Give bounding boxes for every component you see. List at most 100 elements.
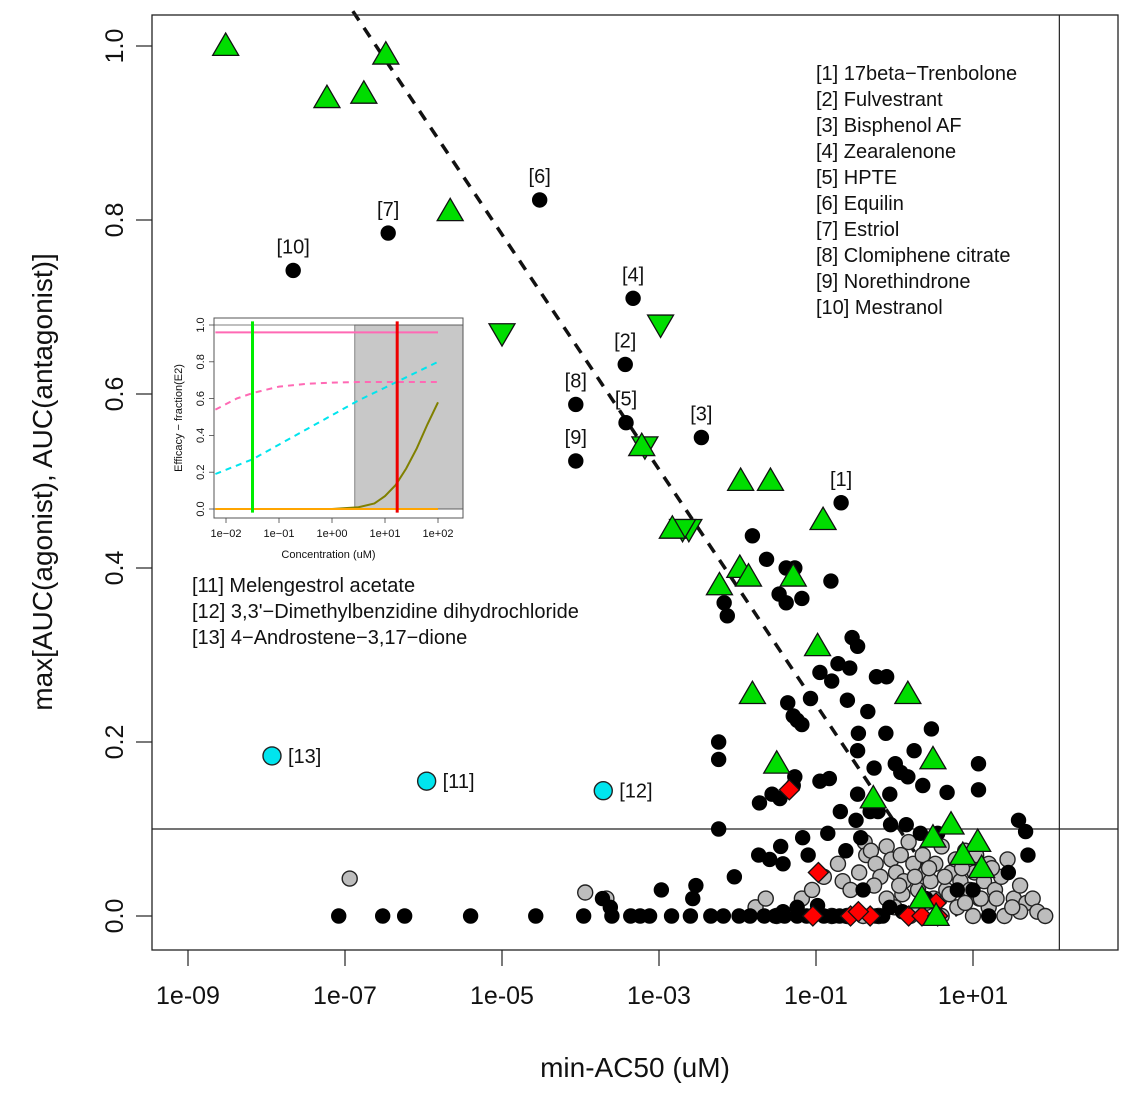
active-point: [775, 903, 791, 920]
reference-agonist-triangle: [907, 884, 937, 909]
labeled-active-point: [380, 225, 396, 241]
point-labels: [1] [2] [3] [4] [5] [6] [7] [8] [9] [10] [13] [11] […: [277, 166, 853, 803]
labeled-active-point: [625, 290, 641, 306]
active-point: [780, 695, 796, 711]
active-point: [775, 856, 791, 872]
reference-antagonist-triangle: [487, 323, 517, 348]
inactive-reference-diamond: [778, 778, 801, 801]
active-point: [965, 882, 981, 898]
legend-entry: [7] Estriol: [816, 219, 899, 241]
active-point: [898, 816, 914, 833]
active-point: [848, 812, 864, 828]
inactive-point: [964, 907, 982, 925]
legend-top-right: [1] 17beta−Trenbolone [2] Fulvestrant [3] …: [816, 63, 1017, 319]
inactive-point: [920, 859, 938, 877]
active-point: [939, 784, 955, 801]
active-point: [794, 716, 810, 733]
inactive-reference-diamond: [807, 861, 830, 884]
inactive-point: [341, 870, 358, 887]
active-point: [528, 908, 544, 924]
active-point: [710, 751, 727, 768]
inset-x-tick-label: 1e+02: [423, 528, 454, 540]
point-label: [6]: [529, 166, 551, 188]
labeled-active-point: [531, 192, 548, 208]
reference-agonist-triangle: [893, 679, 922, 705]
highlighted-point: [416, 771, 437, 791]
active-point: [794, 590, 810, 607]
inactive-point: [956, 894, 974, 912]
point-label: [1]: [830, 469, 852, 491]
active-point: [716, 595, 732, 611]
active-point: [823, 573, 839, 589]
inset-y-axis-title: Efficacy − fraction(E2): [173, 364, 185, 472]
active-point: [981, 908, 997, 924]
reference-agonist-triangle: [738, 679, 767, 705]
active-point: [824, 673, 840, 689]
reference-agonist-triangle: [734, 562, 763, 587]
reference-agonist-triangle: [963, 827, 992, 853]
inset-x-axis-title: Concentration (uM): [281, 549, 375, 561]
reference-agonist-triangle: [211, 31, 240, 57]
active-point: [1017, 823, 1034, 840]
inactive-point: [906, 868, 924, 886]
inactive-point: [892, 846, 909, 864]
active-point: [663, 908, 680, 924]
active-point: [855, 882, 871, 898]
x-axis-title: min-AC50 (uM): [540, 1052, 730, 1083]
active-point: [1010, 812, 1027, 828]
active-point: [853, 830, 869, 846]
active-point: [719, 608, 735, 624]
active-point: [821, 770, 838, 787]
legend-entry: [10] Mestranol: [816, 297, 943, 319]
labeled-active-point: [568, 453, 584, 469]
inset-chart: 1e−02 1e−01 1e+00 1e+01 1e+02 0.0 0.2 0.4 0.6 0.8…: [173, 317, 464, 561]
y-axis-title: max[AUC(agonist), AUC(antagonist)]: [27, 253, 58, 711]
x-tick-label: 1e-01: [784, 982, 848, 1010]
active-point: [970, 756, 987, 772]
axes: 1e-09 1e-07 1e-05 1e-03 1e-01 1e+01 0.0 0.2 0.4 0…: [101, 14, 1119, 1010]
active-point: [866, 760, 882, 776]
reference-agonist-triangle: [967, 853, 996, 879]
active-point: [772, 790, 788, 807]
active-point: [882, 816, 899, 833]
active-point: [878, 725, 894, 741]
y-tick-label: 0.8: [101, 203, 129, 238]
active-point: [688, 877, 704, 894]
active-point: [772, 838, 789, 855]
y-tick-label: 0.0: [101, 899, 129, 934]
x-tick-label: 1e+01: [938, 982, 1008, 1010]
legend-entry: [1] 17beta−Trenbolone: [816, 63, 1017, 85]
active-point: [868, 669, 885, 685]
legend-entry: [8] Clomiphene citrate: [816, 245, 1011, 267]
legend-entry: [5] HPTE: [816, 167, 897, 189]
active-point: [726, 869, 743, 885]
reference-agonist-triangle: [349, 79, 378, 104]
reference-agonist-triangle: [756, 466, 785, 492]
active-point: [842, 660, 858, 676]
point-label: [8]: [565, 370, 587, 392]
point-label: [4]: [622, 264, 644, 286]
legend-entry: [3] Bisphenol AF: [816, 115, 962, 137]
point-label: [7]: [377, 199, 399, 221]
reference-agonist-triangle: [658, 514, 687, 539]
inactive-point: [829, 855, 847, 872]
point-label: [5]: [615, 389, 637, 411]
active-point: [778, 595, 794, 611]
highlighted-point: [593, 781, 613, 801]
active-point: [1020, 847, 1036, 863]
point-label: [10]: [277, 236, 310, 258]
inset-frame: [213, 317, 464, 519]
inactive-point: [1004, 899, 1021, 916]
highlighted-point: [262, 746, 282, 766]
inset-x-tick-label: 1e−02: [211, 528, 242, 540]
active-point: [604, 908, 620, 924]
active-point: [710, 821, 727, 837]
reference-agonist-triangle: [859, 784, 888, 809]
labeled-active-point: [285, 262, 301, 279]
labeled-active-point: [833, 495, 849, 511]
active-point: [800, 847, 816, 863]
x-tick-label: 1e-03: [627, 982, 691, 1010]
active-point: [906, 743, 922, 759]
active-point: [849, 638, 866, 654]
